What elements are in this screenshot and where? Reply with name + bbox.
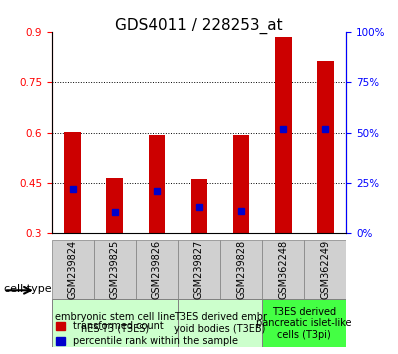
Text: cell type: cell type [4,284,52,293]
Bar [148,135,165,234]
FancyBboxPatch shape [178,240,220,299]
FancyBboxPatch shape [136,240,178,299]
Bar [64,132,81,234]
Text: GSM239824: GSM239824 [68,240,78,299]
Text: T3ES derived embr
yoid bodies (T3EB): T3ES derived embr yoid bodies (T3EB) [174,312,267,334]
FancyBboxPatch shape [304,240,346,299]
FancyArrowPatch shape [7,287,31,293]
Text: GDS4011 / 228253_at: GDS4011 / 228253_at [115,18,283,34]
Text: embryonic stem cell line
hES-T3 (T3ES): embryonic stem cell line hES-T3 (T3ES) [55,312,175,334]
Bar [317,62,334,234]
FancyBboxPatch shape [52,240,94,299]
Text: GSM362248: GSM362248 [278,240,288,299]
FancyBboxPatch shape [262,299,346,347]
Text: GSM239826: GSM239826 [152,240,162,299]
FancyBboxPatch shape [178,299,262,347]
Legend: transformed count, percentile rank within the sample: transformed count, percentile rank withi… [53,319,241,349]
Text: GSM239828: GSM239828 [236,240,246,299]
Text: GSM362249: GSM362249 [320,240,330,299]
Bar [106,178,123,234]
Bar [275,37,292,234]
Text: GSM239825: GSM239825 [110,240,120,299]
FancyBboxPatch shape [52,299,178,347]
FancyBboxPatch shape [220,240,262,299]
FancyBboxPatch shape [94,240,136,299]
Text: GSM239827: GSM239827 [194,240,204,299]
Bar [233,135,250,234]
Bar [191,179,207,234]
Text: T3ES derived
pancreatic islet-like
cells (T3pi): T3ES derived pancreatic islet-like cells… [256,307,352,340]
FancyBboxPatch shape [262,240,304,299]
